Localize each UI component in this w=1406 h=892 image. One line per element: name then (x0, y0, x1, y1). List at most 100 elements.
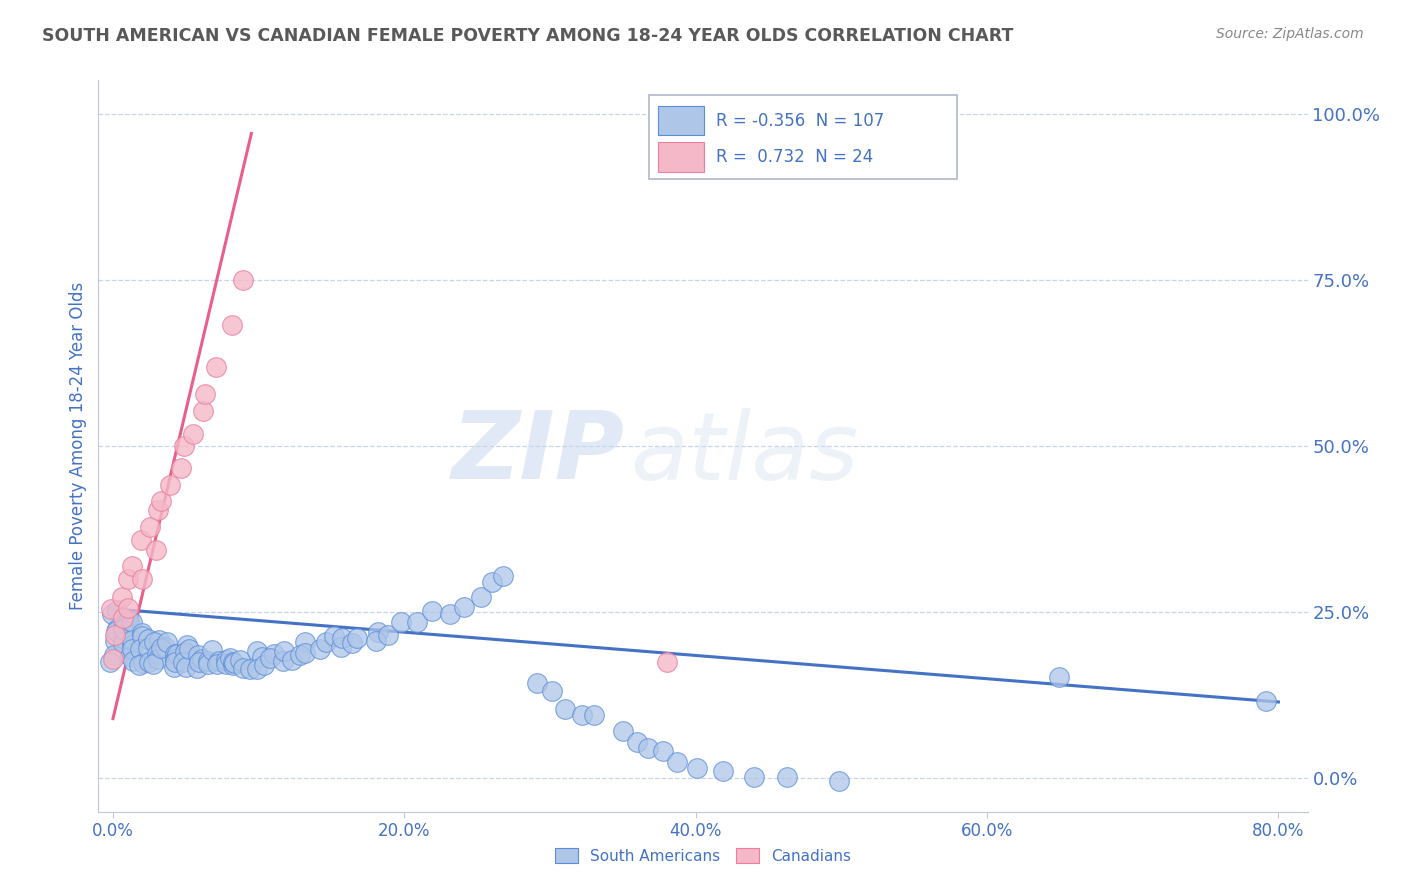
Point (366, 633, 388, 648)
Point (655, 655, 678, 669)
Point (1047, 670, 1070, 684)
Point (246, 644, 269, 658)
Text: ZIP: ZIP (451, 408, 624, 500)
Point (1256, 694, 1278, 708)
Point (148, 633, 170, 648)
Point (776, 770, 799, 784)
Point (439, 607, 461, 621)
Point (492, 569, 515, 583)
Point (222, 658, 245, 673)
Point (367, 624, 389, 639)
Point (131, 572, 153, 586)
Point (207, 657, 229, 671)
Point (271, 654, 294, 668)
Point (112, 610, 135, 624)
Point (120, 649, 142, 664)
Point (174, 645, 197, 659)
Point (105, 622, 128, 636)
Point (131, 625, 153, 640)
Point (136, 632, 159, 647)
Point (224, 656, 246, 670)
Point (176, 638, 198, 652)
Point (215, 657, 238, 672)
Point (112, 622, 135, 636)
Point (150, 641, 173, 656)
Point (139, 520, 162, 534)
Point (159, 478, 181, 492)
Point (101, 607, 124, 622)
Point (420, 604, 443, 618)
Point (481, 575, 503, 590)
Point (204, 359, 226, 374)
Point (163, 660, 186, 674)
Point (104, 633, 127, 648)
Point (308, 641, 330, 656)
Legend: South Americans, Canadians: South Americans, Canadians (550, 842, 856, 870)
Point (288, 648, 311, 662)
Point (174, 660, 197, 674)
Point (470, 590, 492, 604)
Point (148, 503, 170, 517)
Point (346, 632, 368, 646)
Text: Source: ZipAtlas.com: Source: ZipAtlas.com (1216, 27, 1364, 41)
Point (322, 629, 344, 643)
Point (153, 640, 176, 654)
Point (129, 642, 152, 657)
FancyBboxPatch shape (658, 143, 704, 171)
FancyBboxPatch shape (648, 95, 957, 179)
Point (215, 653, 238, 667)
Point (165, 652, 187, 666)
Point (273, 643, 295, 657)
Point (170, 460, 193, 475)
Point (100, 602, 122, 616)
Point (156, 634, 179, 648)
Point (221, 318, 243, 332)
Point (208, 654, 231, 668)
Point (122, 654, 145, 668)
Point (132, 656, 155, 670)
Point (121, 641, 143, 656)
Point (250, 650, 273, 665)
Point (118, 615, 141, 629)
Point (110, 590, 132, 604)
Point (263, 648, 285, 662)
Point (163, 656, 186, 670)
Point (666, 756, 689, 770)
Point (340, 636, 363, 650)
Point (117, 572, 139, 586)
Point (129, 533, 152, 548)
Point (315, 635, 337, 649)
Point (121, 615, 143, 630)
Point (231, 273, 253, 287)
Point (172, 656, 194, 670)
Point (652, 743, 675, 757)
Point (219, 650, 242, 665)
Point (105, 624, 128, 639)
Point (181, 426, 204, 441)
Point (121, 633, 143, 648)
Point (612, 724, 634, 739)
Point (98, 655, 121, 669)
Point (145, 543, 167, 558)
Point (173, 439, 195, 453)
Point (259, 650, 281, 665)
Point (166, 647, 188, 661)
Point (186, 660, 208, 674)
Point (103, 648, 125, 662)
Point (150, 493, 173, 508)
Point (131, 629, 153, 643)
Point (526, 676, 548, 690)
Point (239, 662, 262, 676)
Point (187, 655, 209, 669)
Point (142, 657, 165, 671)
Point (165, 647, 187, 661)
Point (177, 641, 200, 656)
Point (453, 599, 475, 614)
Point (711, 764, 734, 779)
Point (136, 640, 159, 655)
Point (191, 404, 214, 418)
Point (554, 701, 576, 715)
Point (121, 558, 143, 573)
Point (114, 616, 136, 631)
Point (294, 647, 316, 661)
